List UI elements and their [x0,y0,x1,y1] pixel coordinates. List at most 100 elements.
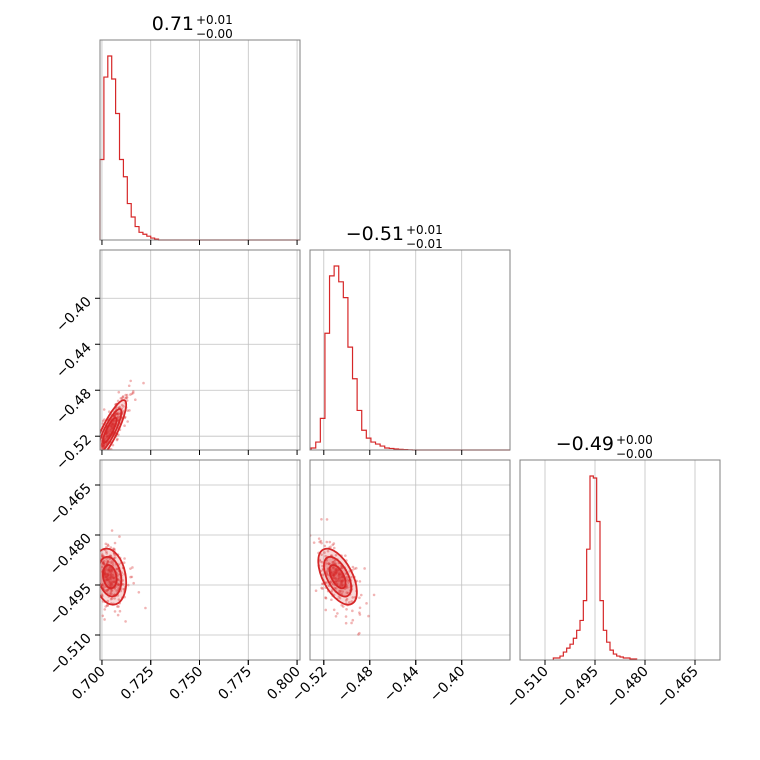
pair-2-1-point-213 [338,577,341,580]
pair-1-0-point-109 [110,427,113,431]
pair-2-0-point-103 [110,583,113,586]
pair-2-1-point-231 [324,554,327,558]
pair-2-1-point-53 [324,608,328,612]
pair-2-0-point-44 [106,543,110,546]
pair-2-1-point-154 [324,562,328,565]
pair-2-0-point-37 [101,565,104,569]
pair-2-0-point-182 [104,575,108,579]
pair-2-1-point-72 [340,566,344,570]
pair-2-1-point-55 [358,611,361,614]
pair-1-0-point-102 [116,412,120,415]
pair-1-0-point-101 [100,443,104,447]
pair-2-1-point-146 [335,571,338,575]
pair-2-0-point-180 [110,580,114,584]
pair-2-1-point-145 [333,573,336,577]
pair-2-1-point-118 [320,553,323,556]
hist-1-frame [309,249,511,451]
pair-1-0-point-59 [100,444,104,447]
pair-2-1-point-90 [328,540,332,544]
pair-2-0-point-123 [106,568,109,572]
pair-2-1-point-82 [326,569,329,573]
pair-2-1-point-3 [365,602,368,605]
pair-2-0-point-127 [110,569,114,573]
pair-1-0-point-78 [105,473,108,476]
pair-2-1-point-63 [340,583,343,587]
pair-2-0-xtick-label-2: 0.750 [167,664,207,704]
pair-2-1-point-254 [334,572,338,576]
pair-1-0-point-73 [120,397,124,400]
pair-2-1-point-201 [329,580,333,583]
pair-2-0-point-70 [113,556,117,559]
pair-1-0-point-91 [119,397,123,400]
pair-2-0-point-192 [129,575,132,579]
pair-2-1-point-111 [340,581,344,585]
pair-2-0-point-185 [110,592,113,596]
pair-2-1-point-52 [335,579,339,583]
pair-2-1-point-211 [319,560,322,563]
pair-2-1-point-236 [351,596,355,599]
pair-2-0-point-79 [100,593,104,596]
pair-2-1-point-222 [344,554,347,557]
pair-2-0-point-137 [102,563,106,566]
pair-2-1-point-208 [317,537,321,540]
pair-2-0-point-120 [108,592,112,596]
hist-0-title-minus: −0.00 [196,27,233,41]
pair-2-1-point-175 [341,583,345,587]
pair-2-1-point-199 [324,596,328,600]
pair-1-0-point-169 [110,423,114,427]
pair-2-0-point-217 [106,560,110,564]
pair-1-0-point-56 [103,443,106,446]
pair-1-0-ytick-label-2: −0.44 [53,340,95,382]
pair-1-0-point-142 [106,452,109,455]
pair-2-1-point-31 [334,577,338,581]
pair-2-1-point-219 [340,603,344,607]
pair-1-0-point-43 [111,443,115,447]
pair-1-0-point-117 [109,425,113,428]
pair-1-0-point-220 [116,412,120,416]
pair-1-0-point-12 [118,405,121,409]
pair-2-0-point-34 [137,590,141,594]
pair-2-1-point-125 [323,544,327,548]
pair-2-0-point-150 [108,569,112,573]
pair-1-0-point-66 [104,457,107,460]
hist-0-line [99,55,300,241]
pair-2-1-point-68 [333,576,337,580]
pair-1-0-point-63 [131,391,135,395]
pair-2-0-point-244 [106,559,109,563]
pair-1-0-point-22 [117,433,120,436]
pair-1-0-point-163 [123,424,126,428]
pair-2-0-point-163 [104,578,108,582]
pair-2-1-point-224 [330,598,333,602]
pair-2-1-point-14 [338,589,341,593]
pair-2-0-point-110 [117,598,121,601]
pair-2-0-point-249 [101,561,105,565]
pair-2-1-point-169 [331,543,335,547]
pair-1-0-point-244 [112,422,116,426]
pair-2-1-point-38 [345,591,349,594]
pair-2-0-point-221 [106,604,109,607]
pair-1-0-point-110 [113,414,116,418]
pair-1-0-point-203 [125,399,129,402]
pair-2-1-point-180 [329,545,332,549]
pair-2-1-point-166 [353,567,356,571]
pair-2-1-point-93 [363,567,366,570]
pair-1-0-point-213 [106,453,109,456]
pair-1-0-ytick-label-3: −0.40 [53,294,95,336]
pair-2-1-point-226 [351,609,354,613]
pair-2-1-point-216 [323,551,326,554]
pair-2-0-point-26 [107,570,111,573]
pair-2-0-point-207 [112,547,115,551]
pair-1-0-point-145 [100,445,104,448]
pair-2-0-point-228 [111,573,115,577]
pair-2-1-point-255 [331,574,335,578]
pair-2-1-point-54 [344,615,348,618]
pair-2-1-point-171 [346,586,349,589]
pair-1-0-point-208 [124,397,127,400]
pair-2-1-point-178 [351,565,355,569]
pair-1-0-point-61 [105,435,108,439]
pair-2-0-point-194 [113,580,116,584]
pair-2-1-point-17 [354,566,358,570]
pair-2-0-point-202 [116,583,120,586]
pair-2-1-point-123 [330,571,334,575]
pair-2-0-point-74 [124,620,127,623]
